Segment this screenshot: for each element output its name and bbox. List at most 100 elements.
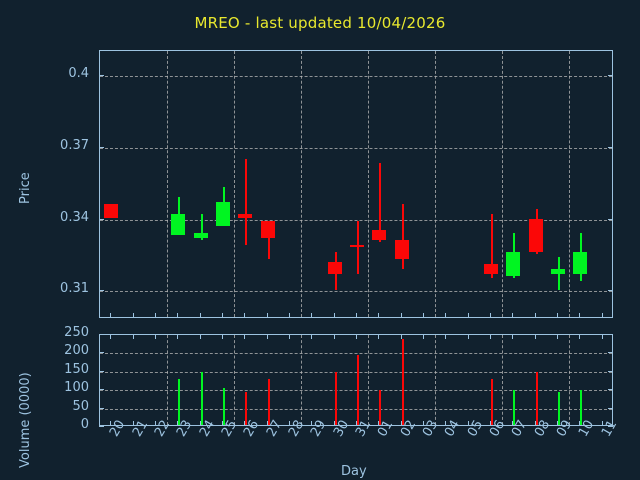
- x-tick-mark: [311, 421, 313, 426]
- price-vgridline: [368, 51, 370, 317]
- x-tick-mark: [490, 421, 492, 426]
- volume-vgridline: [435, 335, 437, 425]
- x-tick-mark: [601, 334, 603, 339]
- volume-tick-mark: [608, 370, 613, 372]
- x-tick-mark: [400, 421, 402, 426]
- candle-body: [238, 213, 253, 219]
- x-tick-mark: [534, 421, 536, 426]
- price-tick-label: 0.37: [60, 137, 89, 153]
- price-gridline: [100, 291, 612, 293]
- volume-tick-mark: [99, 407, 104, 409]
- candle-body: [260, 220, 275, 238]
- price-vgridline: [502, 51, 504, 317]
- candle-wick: [268, 220, 270, 260]
- x-tick-mark: [110, 421, 112, 426]
- x-tick-mark: [356, 313, 357, 318]
- price-gridline: [100, 219, 612, 221]
- volume-vgridline: [569, 335, 571, 425]
- candle-body: [215, 201, 230, 226]
- x-tick-mark: [266, 334, 268, 339]
- price-tick-label: 0.4: [68, 66, 89, 82]
- x-tick-mark: [601, 313, 603, 318]
- candle-wick: [245, 158, 247, 245]
- volume-gridline: [100, 371, 612, 373]
- x-tick-mark: [445, 421, 447, 426]
- volume-tick-mark: [99, 426, 104, 427]
- volume-bar: [335, 371, 337, 425]
- volume-vgridline: [167, 335, 169, 425]
- volume-tick-mark: [99, 352, 104, 354]
- candle-body: [506, 252, 521, 276]
- volume-tick-mark: [99, 370, 104, 372]
- price-tick-mark: [99, 218, 104, 220]
- volume-gridline: [100, 408, 612, 410]
- volume-bar: [379, 390, 381, 425]
- candle-wick: [558, 256, 560, 291]
- candle-wick: [201, 213, 203, 241]
- x-tick-mark: [244, 334, 246, 339]
- volume-bar: [178, 379, 180, 425]
- volume-tick-mark: [608, 407, 613, 409]
- volume-bar: [536, 371, 538, 425]
- candle-body: [104, 204, 119, 219]
- x-tick-mark: [557, 313, 559, 318]
- volume-tick-mark: [608, 334, 613, 335]
- price-panel: [99, 50, 613, 318]
- volume-plot-area: [100, 335, 612, 425]
- volume-panel: [99, 334, 613, 426]
- price-vgridline: [435, 51, 437, 317]
- candle-body: [573, 252, 588, 274]
- x-tick-mark: [132, 313, 134, 318]
- x-tick-mark: [512, 313, 514, 318]
- volume-bar: [513, 390, 515, 425]
- x-tick-mark: [356, 334, 357, 339]
- x-tick-mark: [311, 334, 313, 339]
- x-tick-mark: [534, 334, 536, 339]
- volume-tick-mark: [99, 389, 104, 391]
- volume-bar: [268, 379, 270, 425]
- x-tick-mark: [288, 421, 290, 426]
- x-tick-mark: [288, 334, 290, 339]
- volume-tick-label: 150: [64, 361, 89, 377]
- x-tick-mark: [221, 421, 223, 426]
- volume-gridline: [100, 353, 612, 355]
- volume-tick-label: 100: [64, 380, 89, 396]
- x-tick-mark: [601, 421, 603, 426]
- x-tick-mark: [154, 313, 156, 318]
- x-tick-mark: [132, 334, 134, 339]
- x-tick-mark: [423, 421, 425, 426]
- x-tick-mark: [557, 421, 559, 426]
- candle-wick: [491, 213, 493, 279]
- volume-tick-label: 0: [80, 417, 89, 432]
- volume-tick-label: 200: [64, 343, 89, 359]
- candle-body: [394, 240, 409, 260]
- x-tick-mark: [378, 421, 380, 426]
- x-tick-mark: [177, 334, 179, 339]
- volume-tick-mark: [99, 334, 104, 335]
- x-tick-mark: [110, 334, 112, 339]
- x-tick-mark: [154, 421, 156, 426]
- x-tick-mark: [356, 421, 357, 426]
- x-tick-mark: [221, 334, 223, 339]
- x-tick-mark: [579, 421, 581, 426]
- x-tick-mark: [534, 313, 536, 318]
- x-tick-mark: [557, 334, 559, 339]
- volume-vgridline: [301, 335, 303, 425]
- x-tick-mark: [244, 313, 246, 318]
- x-tick-mark: [177, 421, 179, 426]
- price-vgridline: [234, 51, 236, 317]
- x-tick-mark: [132, 421, 134, 426]
- price-tick-label: 0.34: [60, 209, 89, 225]
- x-tick-mark: [512, 421, 514, 426]
- price-tick-mark: [608, 146, 613, 148]
- price-vgridline: [569, 51, 571, 317]
- price-axis-title: Price: [18, 172, 33, 204]
- x-tick-mark: [400, 313, 402, 318]
- x-tick-mark: [266, 313, 268, 318]
- candle-body: [171, 213, 186, 236]
- x-tick-mark: [467, 313, 469, 318]
- volume-bar: [558, 392, 560, 425]
- volume-gridline: [100, 390, 612, 392]
- x-tick-mark: [378, 334, 380, 339]
